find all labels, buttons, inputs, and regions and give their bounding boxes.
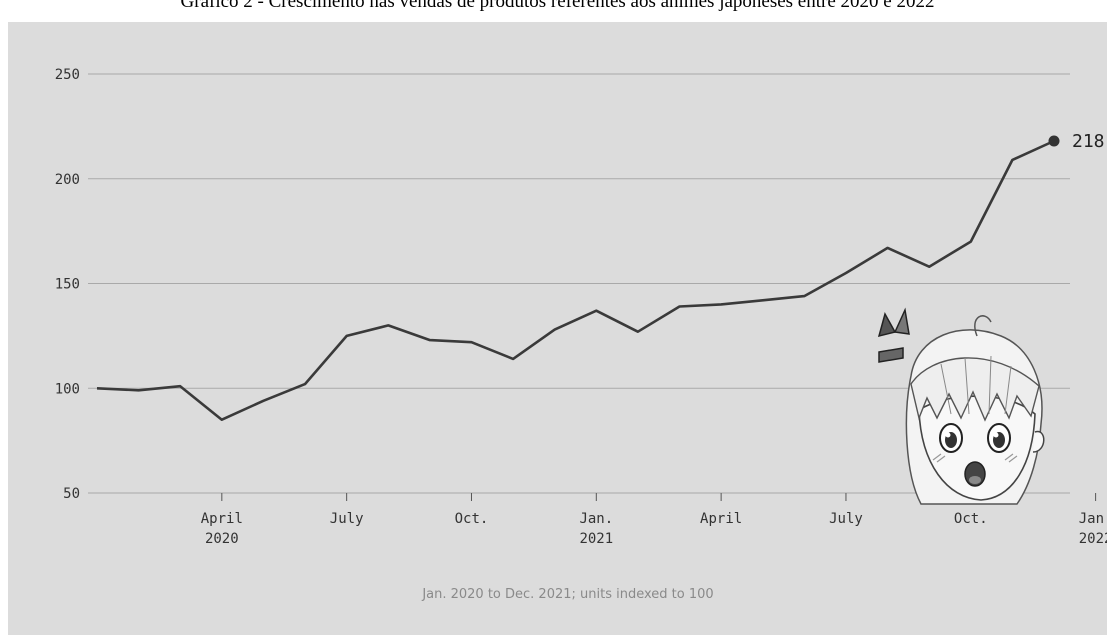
x-tick-year-label: 2021 — [579, 531, 613, 547]
series-sales-index: 218 — [96, 131, 1105, 421]
x-tick-label: April — [700, 511, 742, 527]
line-chart: 50 100 150 200 250 April 2020 July Oct. Jan. 2021… — [55, 67, 1107, 602]
end-point-marker — [1048, 135, 1060, 147]
x-tick-label: July — [829, 511, 863, 527]
y-tick-label-250: 250 — [55, 67, 80, 83]
end-value-label: 218 — [1072, 131, 1105, 152]
y-axis-tick-labels: 50 100 150 200 250 — [55, 67, 80, 502]
figure-caption: Gráfico 2 - Crescimento nas vendas de pr… — [180, 0, 935, 12]
x-axis: April 2020 July Oct. Jan. 2021 April July Oct. Ja… — [201, 493, 1107, 547]
x-tick-label: Jan. — [579, 511, 613, 527]
x-tick-label: Jan. — [1079, 511, 1107, 527]
x-tick-year-label: 2022 — [1079, 531, 1107, 547]
y-tick-label-200: 200 — [55, 172, 80, 188]
chart-footnote: Jan. 2020 to Dec. 2021; units indexed to… — [421, 587, 713, 602]
anime-girl-illustration — [877, 307, 1045, 505]
gridlines — [88, 73, 1070, 494]
x-tick-label: July — [330, 511, 364, 527]
y-tick-label-50: 50 — [63, 486, 80, 502]
x-tick-label: April — [201, 511, 243, 527]
x-tick-label: Oct. — [455, 511, 489, 527]
x-tick-label: Oct. — [954, 511, 988, 527]
y-tick-label-100: 100 — [55, 381, 80, 397]
series-line — [96, 139, 1055, 421]
x-tick-year-label: 2020 — [205, 531, 239, 547]
y-tick-label-150: 150 — [55, 277, 80, 293]
chart-panel: 50 100 150 200 250 April 2020 July Oct. Jan. 2021… — [8, 22, 1107, 635]
